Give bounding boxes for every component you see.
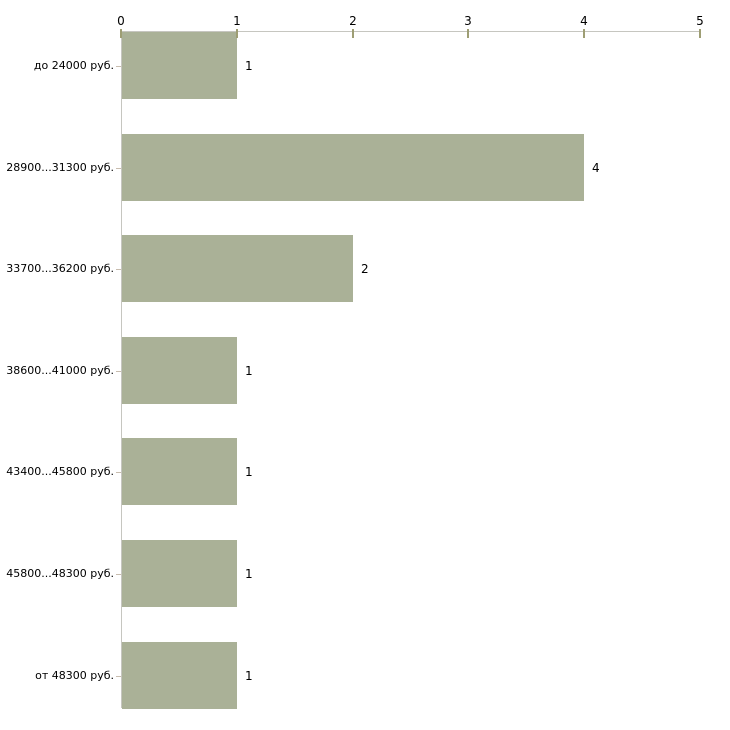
bar-value-label: 2	[361, 262, 369, 276]
category-tick	[116, 269, 121, 270]
x-tick	[120, 29, 122, 38]
bar	[122, 438, 237, 505]
category-tick	[116, 574, 121, 575]
bar-value-label: 1	[245, 669, 253, 683]
bar-value-label: 1	[245, 59, 253, 73]
bar	[122, 134, 584, 201]
bar-value-label: 1	[245, 465, 253, 479]
category-tick	[116, 371, 121, 372]
category-tick	[116, 676, 121, 677]
category-tick	[116, 472, 121, 473]
category-label: 43400...45800 руб.	[6, 465, 114, 478]
x-axis-line	[121, 31, 701, 32]
category-label: до 24000 руб.	[33, 59, 114, 72]
x-tick-label: 1	[233, 14, 241, 28]
bar	[122, 540, 237, 607]
category-label: 38600...41000 руб.	[6, 364, 114, 377]
x-tick	[352, 29, 354, 38]
bar	[122, 337, 237, 404]
category-label: 28900...31300 руб.	[6, 161, 114, 174]
x-tick	[236, 29, 238, 38]
bar	[122, 642, 237, 709]
x-tick	[583, 29, 585, 38]
category-label: 45800...48300 руб.	[6, 567, 114, 580]
x-tick-label: 0	[117, 14, 125, 28]
category-tick	[116, 168, 121, 169]
x-tick	[699, 29, 701, 38]
x-tick	[467, 29, 469, 38]
x-tick-label: 3	[464, 14, 472, 28]
bar-value-label: 1	[245, 364, 253, 378]
bar	[122, 235, 353, 302]
category-label: от 48300 руб.	[35, 669, 114, 682]
x-tick-label: 5	[696, 14, 704, 28]
y-axis-line	[121, 31, 122, 708]
bar-value-label: 1	[245, 567, 253, 581]
category-tick	[116, 66, 121, 67]
category-label: 33700...36200 руб.	[6, 262, 114, 275]
x-tick-label: 2	[349, 14, 357, 28]
bar	[122, 32, 237, 99]
x-tick-label: 4	[580, 14, 588, 28]
bar-value-label: 4	[592, 161, 600, 175]
